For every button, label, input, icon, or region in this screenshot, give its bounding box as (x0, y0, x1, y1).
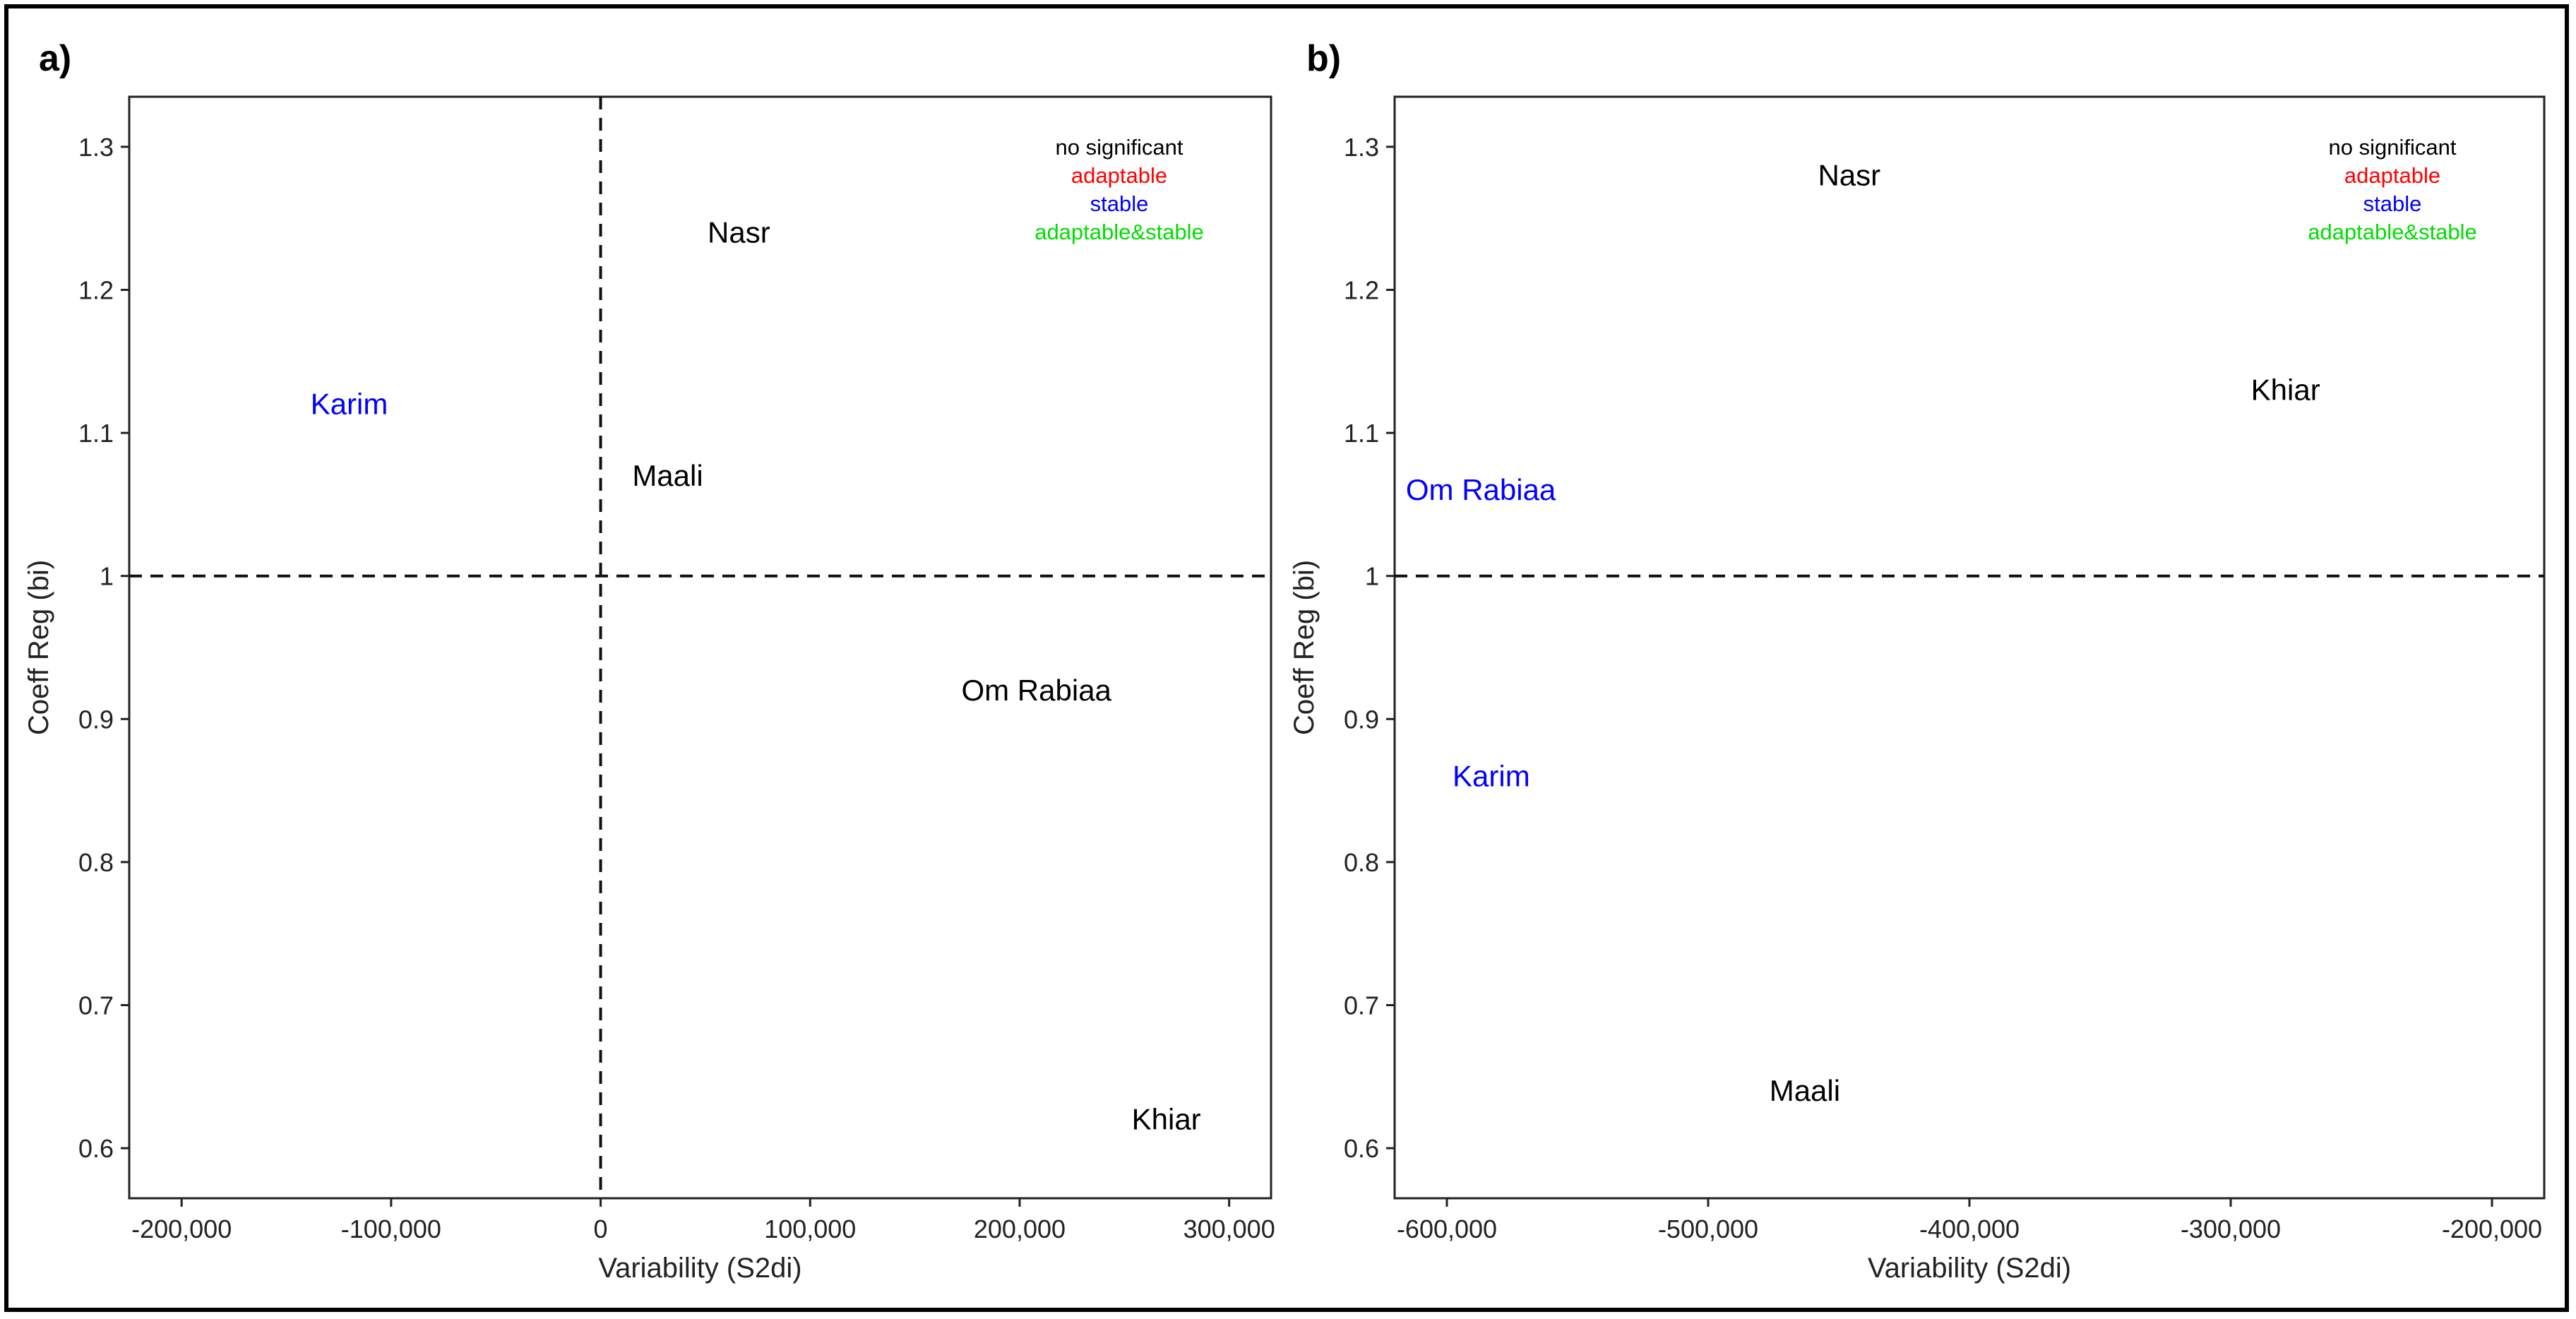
panel-b-y-tick-label: 1.2 (1344, 276, 1379, 305)
panel-a-legend-adaptable-stable: adaptable&stable (1034, 220, 1204, 244)
panel-b-point-khiar: Khiar (2251, 373, 2320, 406)
panel-b-legend-adaptable-stable: adaptable&stable (2308, 220, 2477, 244)
panel-a-y-tick-label: 0.7 (78, 991, 114, 1020)
panel-a-y-tick-label: 1.2 (78, 276, 114, 305)
panel-a-x-tick-label: -100,000 (341, 1214, 441, 1243)
panel-a-point-om-rabiaa: Om Rabiaa (961, 674, 1111, 707)
panel-a-point-karim: Karim (311, 388, 388, 421)
panel-a-y-tick-label: 1.3 (78, 133, 114, 162)
panel-a: a) -200,000 -100,000 0 100,000 200,000 300,000… (23, 38, 1275, 1284)
panel-b-x-tick-label: -300,000 (2181, 1214, 2281, 1243)
panel-b-x-tick-label: -500,000 (1658, 1214, 1758, 1243)
panel-a-y-tick-label: 1 (100, 562, 114, 591)
panel-a-point-khiar: Khiar (1132, 1103, 1201, 1136)
figure-frame (4, 4, 2569, 1312)
panel-b-legend-stable: stable (2363, 191, 2422, 216)
panel-a-y-tick-label: 0.9 (78, 705, 114, 734)
panel-a-x-tick-label: -200,000 (131, 1214, 232, 1243)
panel-a-legend-no-significant: no significant (1056, 135, 1183, 160)
panel-b-y-tick-label: 0.8 (1344, 848, 1379, 877)
panel-b-y-tick-label: 0.9 (1344, 705, 1379, 734)
panel-a-plot-area (128, 95, 1272, 1200)
panel-b-y-axis-title: Coeff Reg (bi) (1289, 560, 1320, 735)
panel-b-y-tick-label: 0.7 (1344, 991, 1379, 1020)
panel-b-plot-area (1393, 95, 2546, 1200)
panel-a-x-tick-label: 0 (594, 1214, 608, 1243)
panel-b-y-tick-label: 1 (1365, 562, 1379, 591)
panel-b-y-tick-label: 1.3 (1344, 133, 1379, 162)
panel-a-x-tick-label: 200,000 (974, 1214, 1066, 1243)
panel-b-y-tick-label: 0.6 (1344, 1134, 1379, 1163)
panel-a-y-tick-label: 0.6 (78, 1134, 114, 1163)
panel-b-legend-no-significant: no significant (2329, 135, 2457, 160)
panel-a-y-tick-label: 1.1 (78, 419, 114, 448)
panel-b-point-karim: Karim (1453, 759, 1530, 792)
panel-b: b) -600,000 -500,000 -400,000 -300,000 -200,0… (1289, 38, 2546, 1284)
panel-a-x-axis-title: Variability (S2di) (598, 1253, 801, 1284)
panel-a-y-tick-label: 0.8 (78, 848, 114, 877)
panel-b-y-tick-label: 1.1 (1344, 419, 1379, 448)
panel-b-legend-adaptable: adaptable (2344, 163, 2440, 188)
panel-b-x-tick-label: -200,000 (2442, 1214, 2542, 1243)
panel-a-y-axis-title: Coeff Reg (bi) (23, 560, 54, 735)
panel-b-point-maali: Maali (1770, 1074, 1840, 1107)
panel-a-legend-adaptable: adaptable (1071, 163, 1167, 188)
panel-a-x-tick-label: 100,000 (764, 1214, 856, 1243)
panel-b-x-axis-title: Variability (S2di) (1868, 1253, 2071, 1284)
panel-a-label: a) (39, 38, 71, 79)
panel-b-point-om-rabiaa: Om Rabiaa (1406, 473, 1556, 506)
panel-b-x-tick-label: -400,000 (1919, 1214, 2020, 1243)
panel-a-x-tick-label: 300,000 (1183, 1214, 1275, 1243)
panel-b-point-nasr: Nasr (1818, 158, 1880, 191)
panel-a-legend-stable: stable (1090, 191, 1149, 216)
panel-b-label: b) (1306, 38, 1341, 79)
panel-a-point-maali: Maali (632, 459, 703, 492)
panel-a-point-nasr: Nasr (708, 215, 770, 249)
panel-b-x-tick-label: -600,000 (1397, 1214, 1497, 1243)
